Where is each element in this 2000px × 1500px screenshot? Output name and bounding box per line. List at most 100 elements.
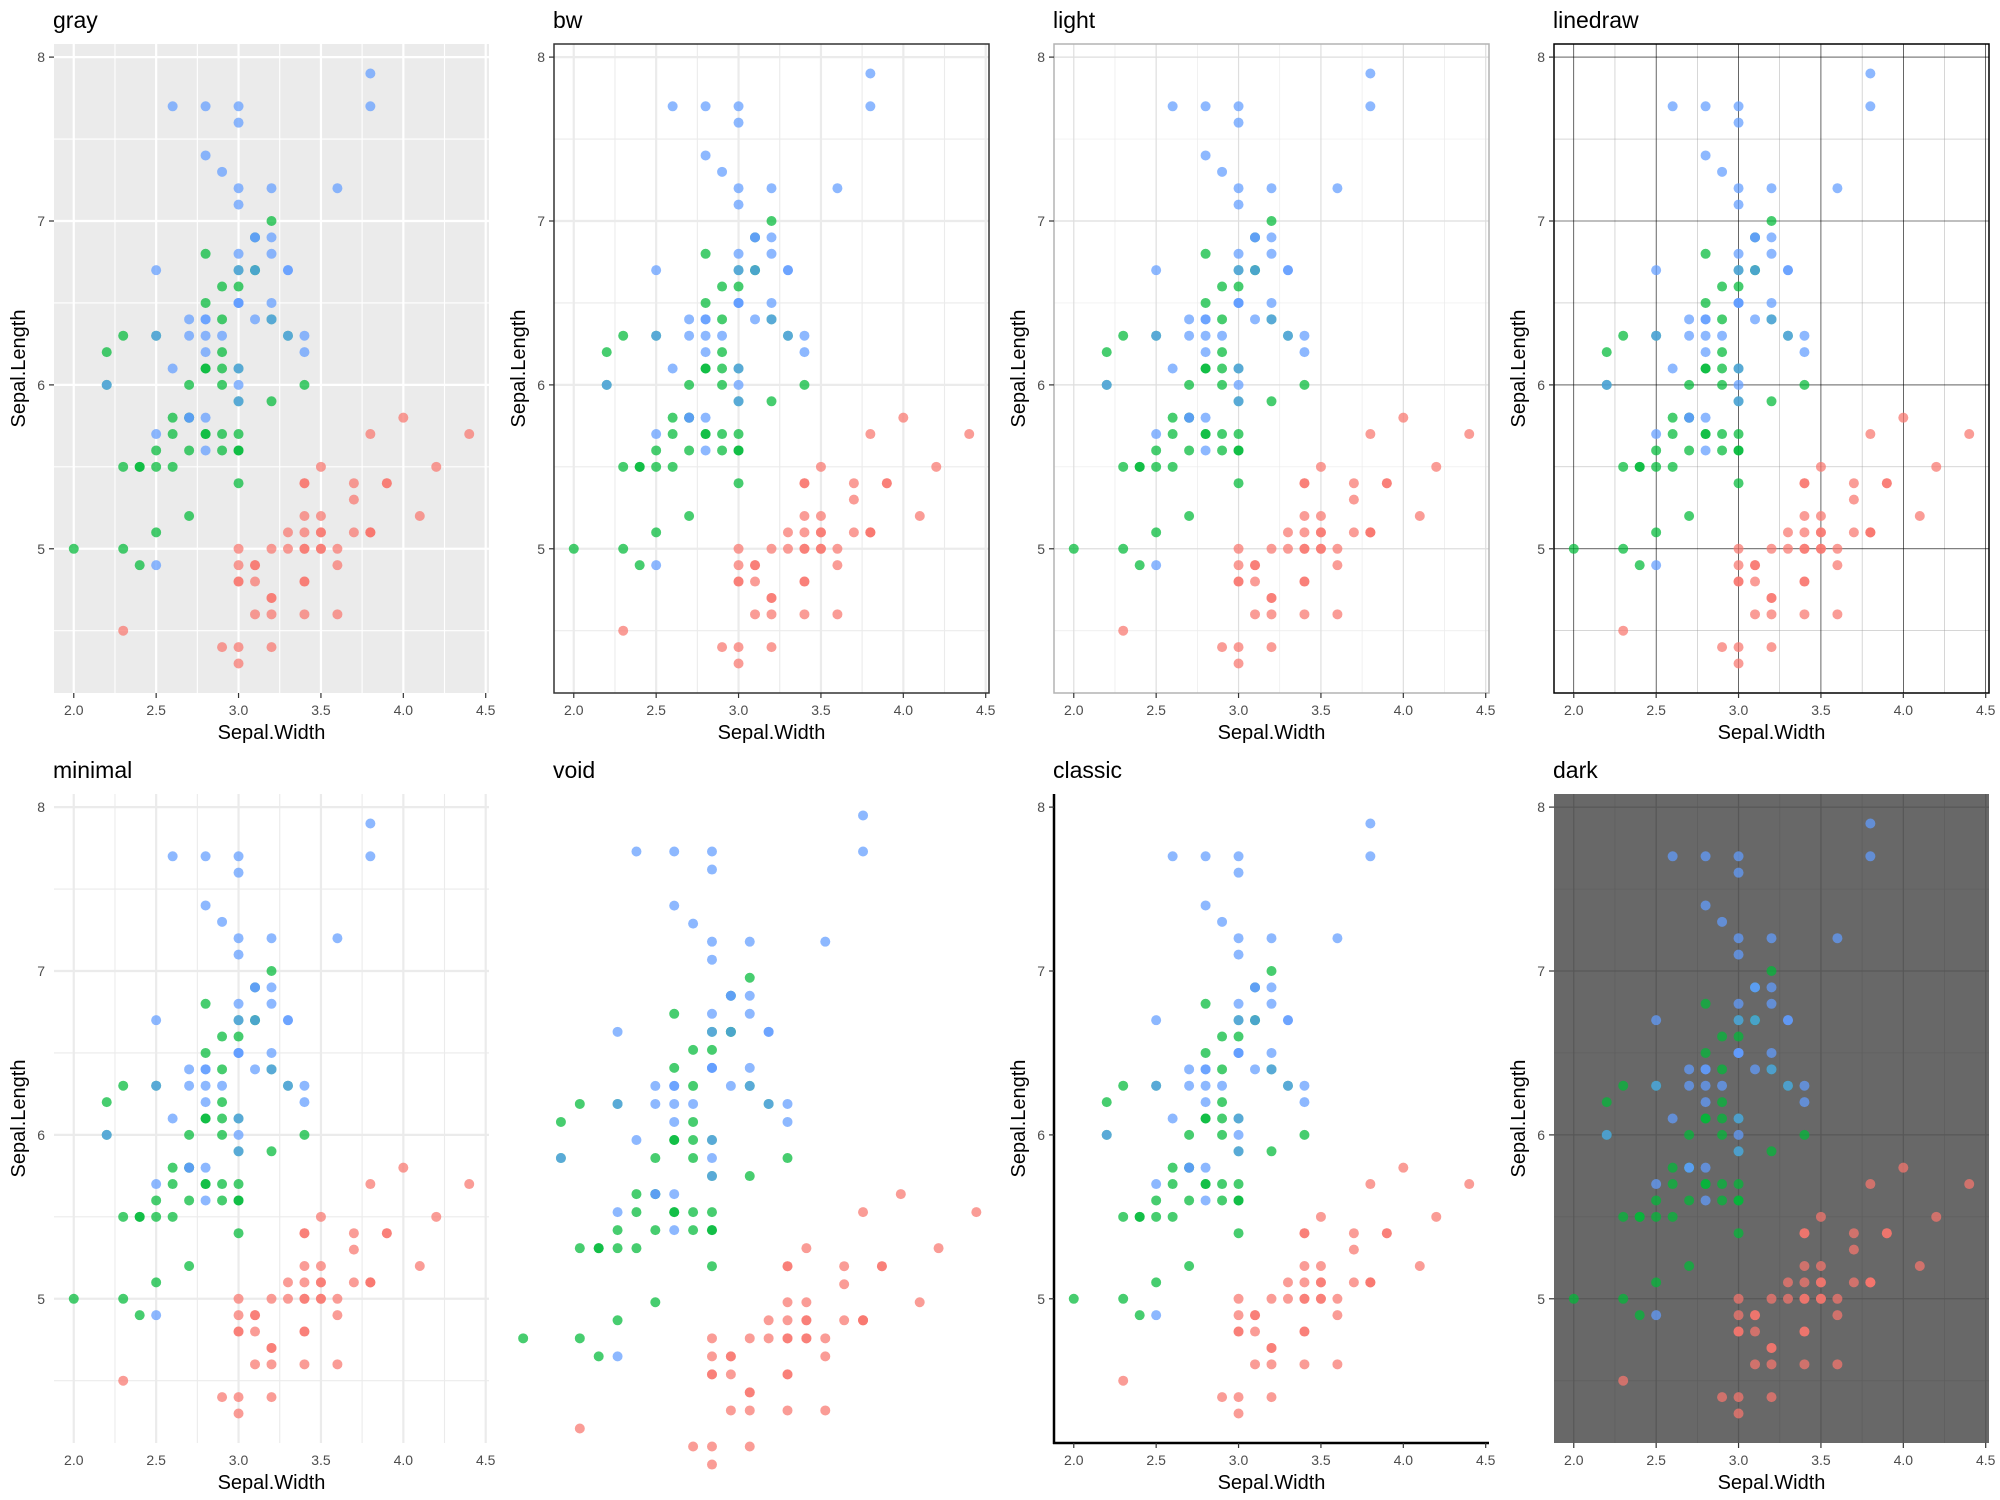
data-point xyxy=(151,429,162,440)
x-tick-label: 3.5 xyxy=(1311,1452,1331,1468)
data-point xyxy=(233,560,244,571)
data-point xyxy=(1266,1146,1277,1157)
data-point xyxy=(1782,1277,1793,1288)
data-point xyxy=(1299,379,1310,390)
data-point xyxy=(1167,1113,1178,1124)
data-point xyxy=(669,1062,680,1073)
data-point xyxy=(1684,511,1695,521)
data-point xyxy=(1717,1113,1728,1124)
data-point xyxy=(1684,1080,1695,1091)
data-point xyxy=(1348,1228,1359,1239)
data-point xyxy=(233,1031,244,1042)
data-point xyxy=(134,1310,145,1321)
data-point xyxy=(200,150,211,161)
data-point xyxy=(299,511,310,521)
data-point xyxy=(1848,1228,1859,1239)
data-point xyxy=(250,265,261,276)
data-point xyxy=(766,248,777,259)
data-point xyxy=(1217,281,1228,292)
data-point xyxy=(782,265,793,276)
data-point xyxy=(1832,543,1843,554)
panel-dark: dark 2.0 2.5 3.0 3.5 4.0 4.5 5 6 7 8 Sepal.Width Sep… xyxy=(1508,757,1996,1494)
x-tick-label: 2.0 xyxy=(564,702,584,718)
data-point xyxy=(1200,1080,1211,1091)
data-point xyxy=(167,851,178,862)
data-point xyxy=(669,1225,680,1236)
data-point xyxy=(1733,1146,1744,1157)
data-point xyxy=(1200,412,1211,423)
data-point xyxy=(1799,1228,1810,1239)
data-point xyxy=(832,183,843,194)
data-point xyxy=(299,1277,310,1288)
data-point xyxy=(744,1062,755,1073)
data-point xyxy=(134,461,145,472)
data-point xyxy=(1233,998,1244,1009)
y-tick-label: 6 xyxy=(1537,377,1545,393)
data-point xyxy=(1717,916,1728,927)
data-point xyxy=(618,543,629,554)
data-point xyxy=(266,933,277,944)
data-point xyxy=(1332,183,1343,194)
data-point xyxy=(1250,314,1261,325)
data-point xyxy=(233,1326,244,1337)
panel-bw: bw 2.0 2.5 3.0 3.5 4.0 4.5 5 6 7 8 Sepal.Width Sepal… xyxy=(508,7,996,744)
x-axis-title: Sepal.Width xyxy=(718,722,826,744)
data-point xyxy=(233,248,244,259)
data-point xyxy=(733,117,744,128)
data-point xyxy=(1733,297,1744,308)
data-point xyxy=(1233,281,1244,292)
data-point xyxy=(1799,576,1810,587)
x-tick-label: 3.5 xyxy=(311,702,331,718)
data-point xyxy=(1200,330,1211,341)
data-point xyxy=(1134,1211,1145,1222)
data-point xyxy=(217,1392,228,1403)
data-point xyxy=(1266,183,1277,194)
data-point xyxy=(1815,543,1826,554)
data-point xyxy=(593,1243,604,1254)
data-point xyxy=(1733,933,1744,944)
x-axis-title: Sepal.Width xyxy=(1218,722,1326,744)
data-point xyxy=(348,478,359,489)
data-point xyxy=(282,1277,293,1288)
data-point xyxy=(1151,1080,1162,1091)
data-point xyxy=(1766,933,1777,944)
data-point xyxy=(233,867,244,878)
data-point xyxy=(1233,949,1244,960)
data-point xyxy=(700,150,711,161)
data-point xyxy=(217,1195,228,1206)
data-point xyxy=(1233,1392,1244,1403)
x-tick-label: 4.5 xyxy=(1976,1452,1996,1468)
data-point xyxy=(782,1333,793,1344)
panel-border xyxy=(553,43,990,694)
data-point xyxy=(1700,429,1711,440)
data-point xyxy=(1315,1293,1326,1304)
data-point xyxy=(266,966,277,976)
panel-title: dark xyxy=(1553,757,1598,783)
data-point xyxy=(1750,609,1761,620)
data-point xyxy=(233,1408,244,1419)
data-point xyxy=(1200,1047,1211,1058)
data-point xyxy=(233,396,244,407)
data-point xyxy=(233,445,244,456)
data-point xyxy=(151,330,162,341)
data-point xyxy=(1118,1211,1129,1222)
data-point xyxy=(1250,560,1261,571)
data-point xyxy=(1750,232,1761,243)
data-point xyxy=(1782,330,1793,341)
data-point xyxy=(1717,379,1728,390)
data-point xyxy=(1414,511,1425,521)
data-point xyxy=(151,461,162,472)
data-point xyxy=(200,1195,211,1206)
data-point xyxy=(1348,527,1359,538)
data-point xyxy=(134,560,145,571)
data-point xyxy=(1365,527,1376,538)
data-point xyxy=(717,281,728,292)
data-point xyxy=(1233,1195,1244,1206)
data-point xyxy=(684,379,695,390)
data-point xyxy=(299,478,310,489)
x-tick-label: 2.5 xyxy=(1146,1452,1166,1468)
data-point xyxy=(744,1387,755,1398)
data-point xyxy=(1815,527,1826,538)
data-point xyxy=(700,330,711,341)
data-point xyxy=(669,1207,680,1218)
